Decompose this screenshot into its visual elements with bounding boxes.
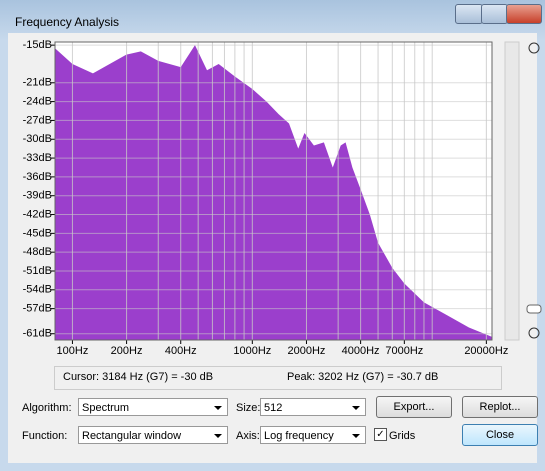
- close-button[interactable]: Close: [462, 424, 538, 446]
- axis-select[interactable]: Log frequency: [260, 426, 366, 444]
- size-label: Size:: [236, 402, 261, 414]
- x-tick-label: 200Hz: [111, 345, 143, 357]
- y-tick-label: -27dB: [23, 114, 52, 126]
- y-tick-label: -45dB: [23, 227, 52, 239]
- zoom-out-icon[interactable]: [528, 327, 540, 339]
- function-label: Function:: [22, 430, 68, 442]
- zoom-in-icon[interactable]: [528, 42, 540, 54]
- function-select[interactable]: Rectangular window: [78, 426, 228, 444]
- x-tick-label: 2000Hz: [288, 345, 326, 357]
- size-select[interactable]: 512: [260, 398, 366, 416]
- x-tick-label: 100Hz: [57, 345, 89, 357]
- y-tick-label: -39dB: [23, 190, 52, 202]
- close-window-button[interactable]: [506, 4, 542, 24]
- y-tick-label: -51dB: [23, 265, 52, 277]
- spectrum-area: [55, 45, 492, 340]
- plot-border: [54, 41, 493, 341]
- grids-checkbox[interactable]: ✓: [374, 428, 387, 441]
- y-tick-label: -48dB: [23, 246, 52, 258]
- x-tick-label: 1000Hz: [233, 345, 271, 357]
- export-button[interactable]: Export...: [376, 396, 452, 418]
- algorithm-label: Algorithm:: [22, 402, 72, 414]
- y-tick-label: -61dB: [23, 328, 52, 340]
- status-box: Cursor: 3184 Hz (G7) = -30 dB Peak: 3202…: [54, 366, 502, 390]
- y-tick-label: -21dB: [23, 77, 52, 89]
- window-title: Frequency Analysis: [15, 15, 120, 29]
- replot-button[interactable]: Replot...: [462, 396, 538, 418]
- x-tick-label: 400Hz: [165, 345, 197, 357]
- zoom-thumb[interactable]: [526, 304, 542, 314]
- y-tick-label: -54dB: [23, 284, 52, 296]
- y-tick-label: -33dB: [23, 152, 52, 164]
- y-tick-label: -24dB: [23, 96, 52, 108]
- y-tick-label: -36dB: [23, 171, 52, 183]
- y-tick-label: -30dB: [23, 133, 52, 145]
- algorithm-select[interactable]: Spectrum: [78, 398, 228, 416]
- cursor-readout: Cursor: 3184 Hz (G7) = -30 dB: [63, 371, 214, 383]
- x-tick-label: 20000Hz: [464, 345, 508, 357]
- x-tick-label: 7000Hz: [385, 345, 423, 357]
- peak-readout: Peak: 3202 Hz (G7) = -30.7 dB: [287, 371, 439, 383]
- axis-label: Axis:: [236, 430, 260, 442]
- y-tick-label: -57dB: [23, 303, 52, 315]
- y-tick-label: -42dB: [23, 208, 52, 220]
- zoom-slider[interactable]: [504, 41, 520, 341]
- y-tick-label: -15dB: [23, 39, 52, 51]
- grids-label: Grids: [389, 430, 416, 442]
- x-tick-label: 4000Hz: [342, 345, 380, 357]
